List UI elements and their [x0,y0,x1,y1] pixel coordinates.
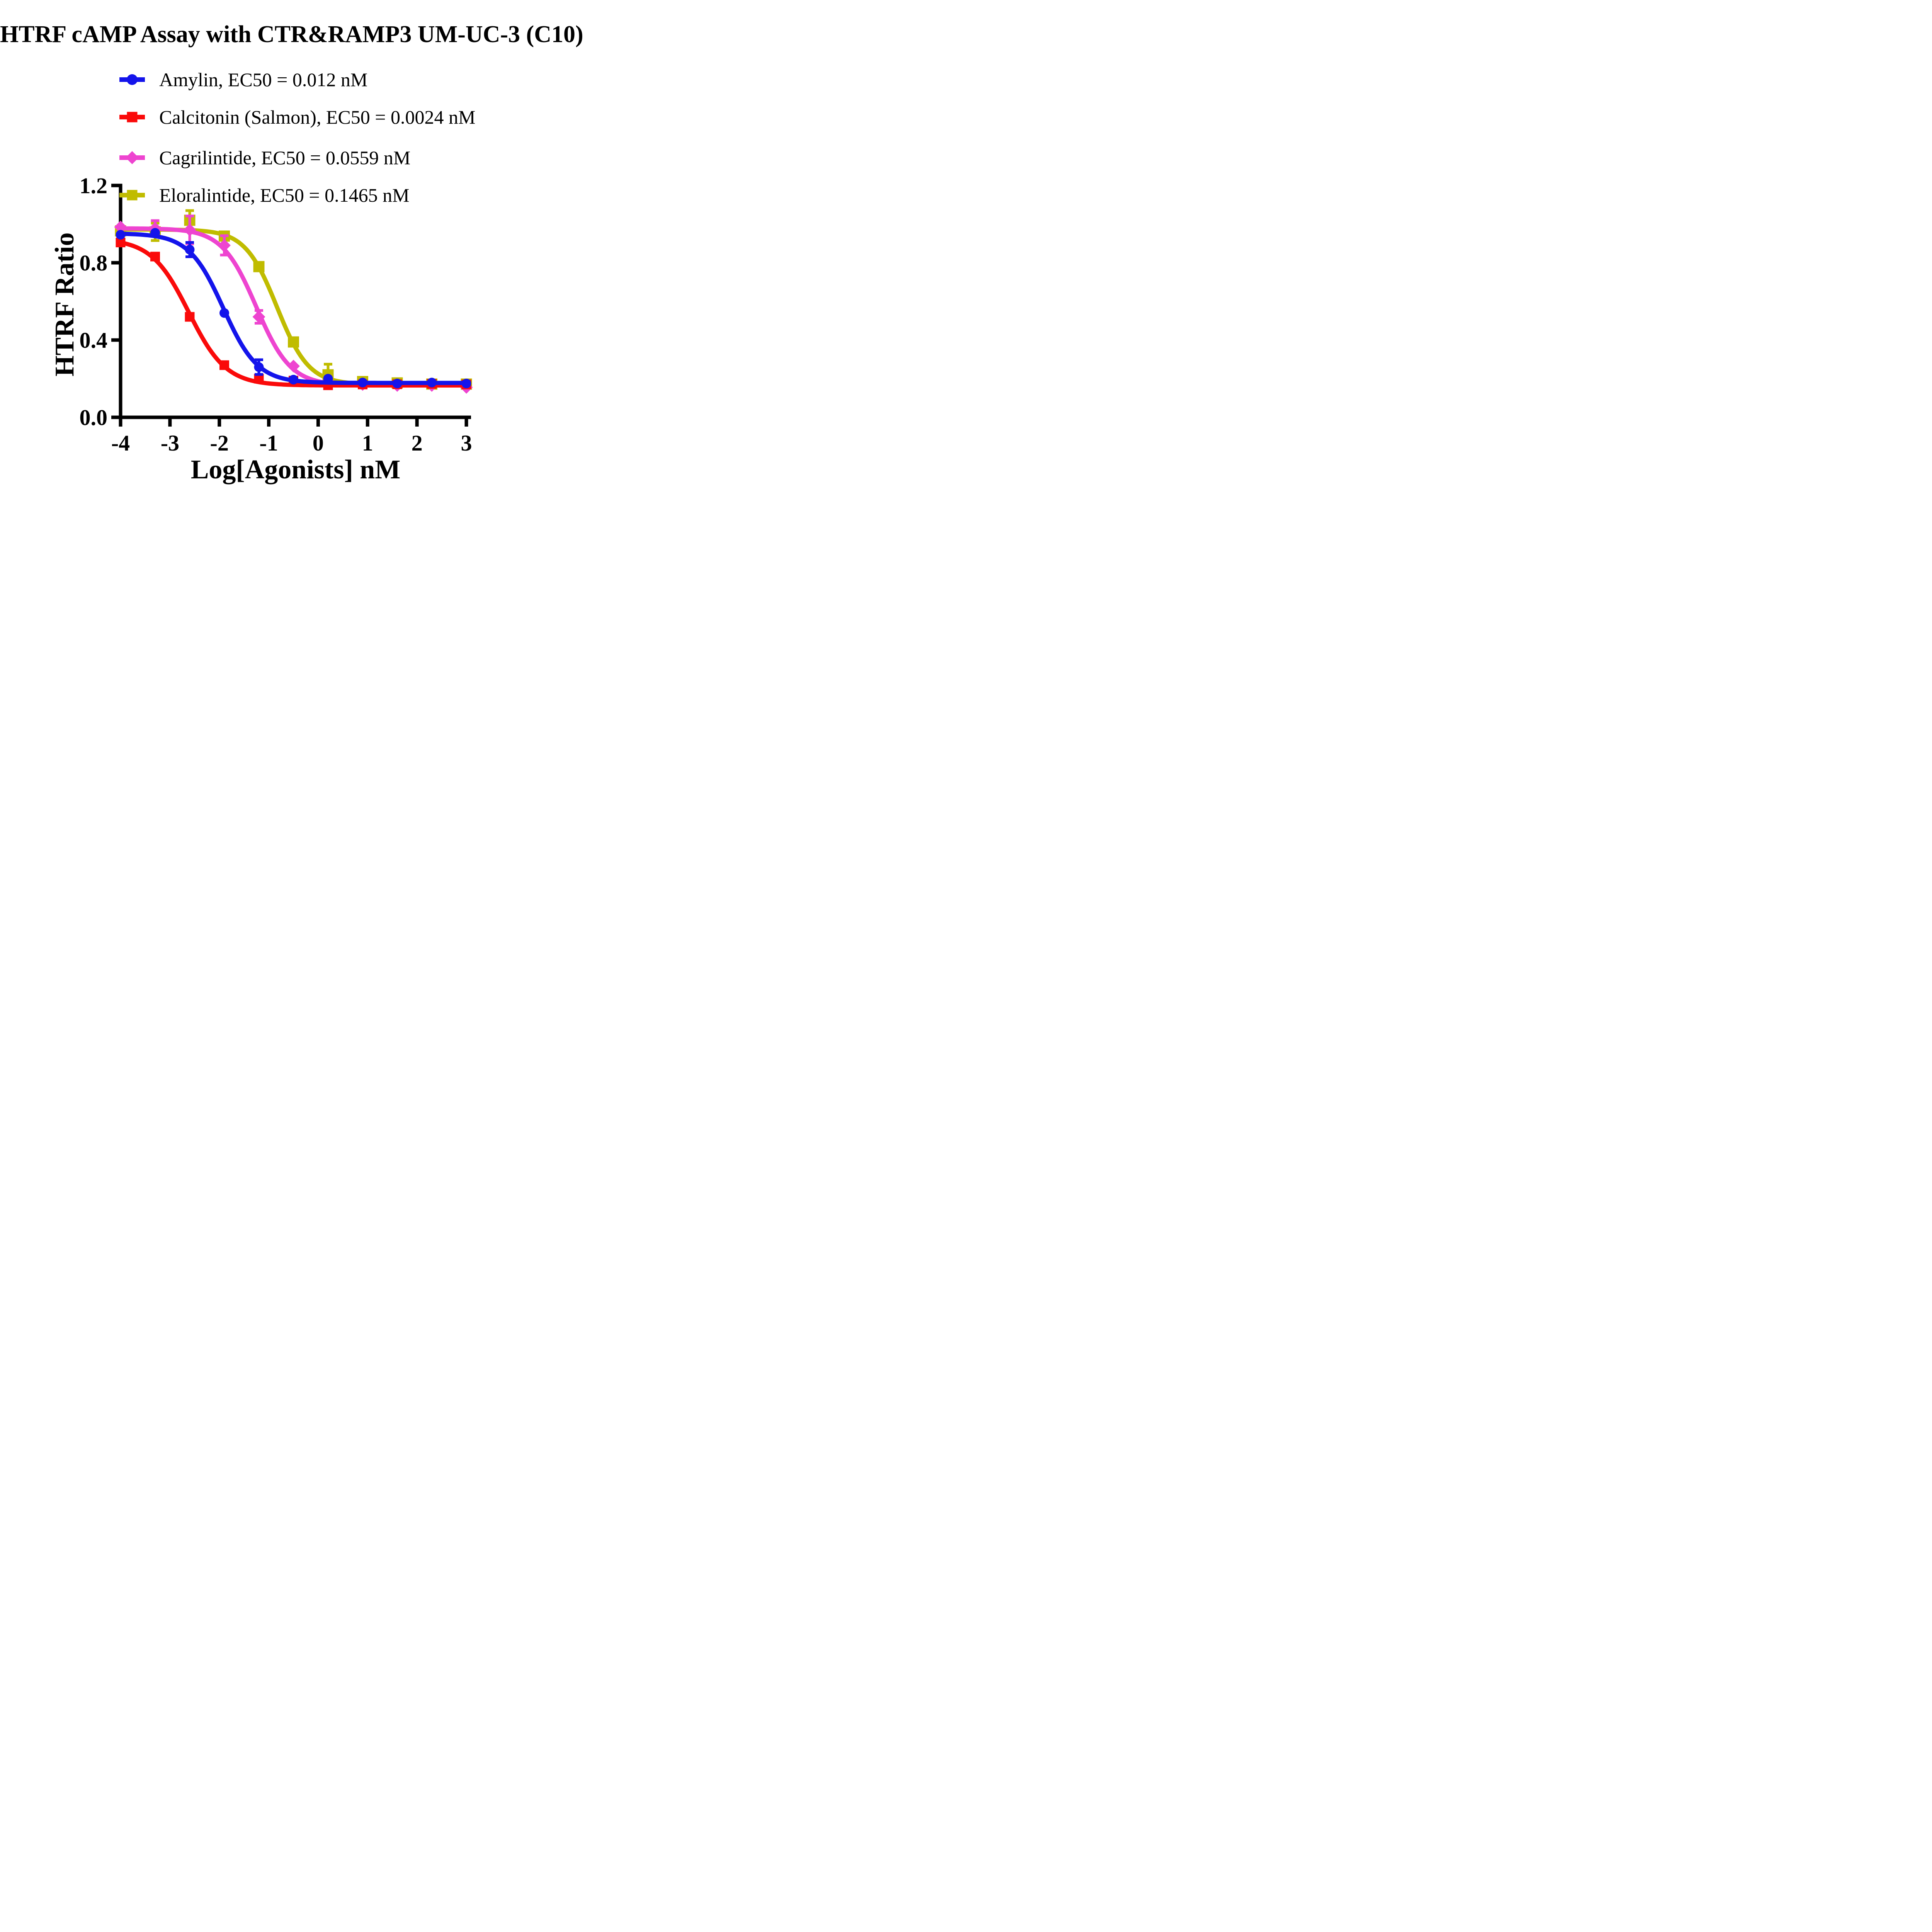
x-axis-title: Log[Agonists] nM [190,455,401,485]
y-axis-title: HTRF Ratio [50,232,80,377]
axes [111,184,471,427]
legend-label: Calcitonin (Salmon), EC50 = 0.0024 nM [159,106,476,128]
amylin-circle-marker-icon [119,74,145,85]
cagrilintide-diamond-marker-icon [119,151,145,164]
y-tick-label: 0.4 [80,328,108,353]
eloralintide-square-marker-icon [119,190,145,201]
x-tick-label: 1 [362,430,373,456]
legend-item-amylin: Amylin, EC50 = 0.012 nM [118,69,367,90]
x-tick-label: 3 [461,430,472,456]
x-tick-label: -2 [210,430,229,456]
x-tick-label: -3 [161,430,179,456]
y-tick-label: 0.0 [80,405,108,430]
legend-label: Eloralintide, EC50 = 0.1465 nM [159,184,410,206]
legend-label: Cagrilintide, EC50 = 0.0559 nM [159,147,411,168]
legend-item-eloralintide: Eloralintide, EC50 = 0.1465 nM [118,184,410,206]
calcitonin-square-marker-icon [119,112,145,122]
figure: { "chart_data": { "type": "line", "title… [0,0,583,497]
y-tick-label: 0.8 [80,250,108,276]
x-tick-label: -1 [259,430,278,456]
series-amylin [116,228,471,388]
legend-item-cagrilintide: Cagrilintide, EC50 = 0.0559 nM [118,147,410,168]
legend-label: Amylin, EC50 = 0.012 nM [159,69,368,90]
tick-labels: 0.0 0.4 0.8 1.2 -4 -3 -2 -1 0 1 2 3 [80,173,472,456]
y-tick-label: 1.2 [80,173,108,198]
chart-title: HTRF cAMP Assay with CTR&RAMP3 UM-UC-3 (… [0,21,583,48]
x-tick-label: -4 [111,430,130,456]
series-cagrilintide [114,214,473,394]
legend-item-calcitonin: Calcitonin (Salmon), EC50 = 0.0024 nM [118,106,475,128]
dose-response-plot: 0.0 0.4 0.8 1.2 -4 -3 -2 -1 0 1 2 3 [80,173,473,456]
x-tick-label: 2 [412,430,423,456]
x-tick-label: 0 [313,430,324,456]
